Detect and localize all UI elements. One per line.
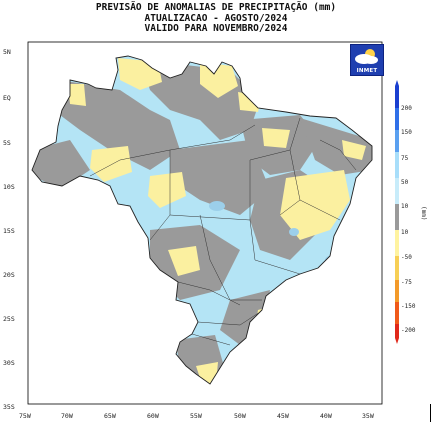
state-borders: [89, 117, 357, 346]
lat-label: EQ: [3, 94, 11, 102]
colorbar-label: 50: [401, 179, 409, 186]
lon-label: 55W: [190, 412, 202, 420]
map-title: PREVISÃO DE ANOMALIAS DE PRECIPITAÇÃO (m…: [95, 2, 337, 13]
lon-label: 60W: [147, 412, 159, 420]
colorbar-label: 10: [401, 203, 409, 210]
lat-label: 30S: [3, 359, 15, 367]
map-titles: PREVISÃO DE ANOMALIAS DE PRECIPITAÇÃO (m…: [0, 2, 432, 35]
colorbar-label: -150: [401, 303, 416, 310]
colorbar-top-arrow: [395, 80, 399, 86]
lat-label: 5N: [3, 48, 11, 56]
colorbar-label: -75: [401, 279, 412, 286]
colorbar-bottom-arrow: [395, 338, 399, 344]
colorbar-label: 10: [401, 229, 409, 236]
logo-text: INMET: [356, 68, 378, 74]
lat-label: 15S: [3, 227, 15, 235]
lat-label: 35S: [3, 403, 15, 411]
longitude-labels: 75W 70W 65W 60W 55W 50W 45W 40W 35W: [19, 412, 374, 420]
lat-label: 5S: [3, 139, 11, 147]
lon-label: 35W: [362, 412, 374, 420]
lon-label: 40W: [320, 412, 332, 420]
brazil-outline: [31, 55, 373, 385]
text-cursor: [430, 404, 431, 422]
colorbar-label: 200: [401, 105, 412, 112]
lat-label: 20S: [3, 271, 15, 279]
colorbar-unit: (mm): [420, 206, 427, 220]
lon-label: 65W: [104, 412, 116, 420]
lat-label: 10S: [3, 183, 15, 191]
lon-label: 75W: [19, 412, 31, 420]
lon-label: 45W: [277, 412, 289, 420]
colorbar-label: 150: [401, 129, 412, 136]
colorbar: 200 150 75 50 10 10 -50 -75 -150 -200 (m…: [395, 80, 427, 344]
inmet-logo: INMET: [350, 44, 384, 76]
cloud-sun-icon: [355, 49, 378, 64]
latitude-labels: 5N EQ 5S 10S 15S 20S 25S 30S 35S: [3, 48, 15, 411]
colorbar-label: 75: [401, 155, 409, 162]
map-subtitle-valid: VALIDO PARA NOVEMBRO/2024: [144, 23, 288, 34]
lon-label: 70W: [61, 412, 73, 420]
colorbar-label: -50: [401, 254, 412, 261]
map-subtitle-update: ATUALIZACAO - AGOSTO/2024: [144, 12, 288, 24]
lat-label: 25S: [3, 315, 15, 323]
colorbar-label: -200: [401, 327, 416, 334]
lon-label: 50W: [234, 412, 246, 420]
